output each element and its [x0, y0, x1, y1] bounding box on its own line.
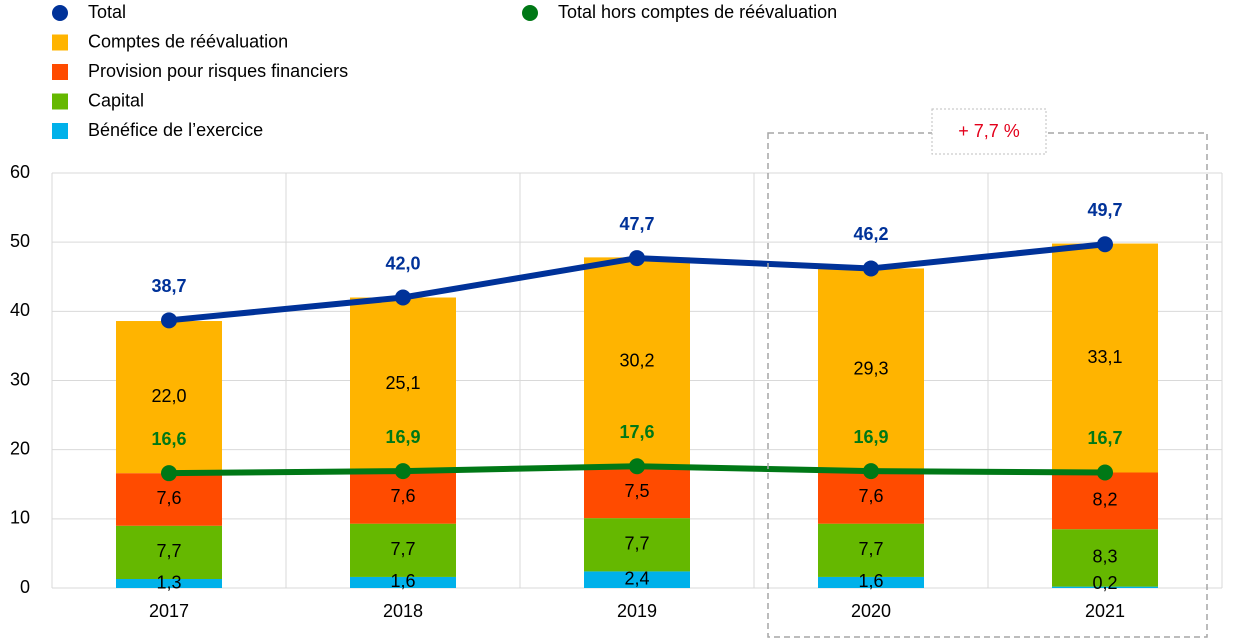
bar-value-label: 30,2 [619, 351, 654, 371]
legend-swatch [52, 64, 68, 80]
bar-value-label: 29,3 [853, 359, 888, 379]
y-tick-label: 10 [10, 508, 30, 528]
bar-segment [350, 576, 456, 588]
bar-value-label: 7,7 [390, 539, 415, 559]
y-tick-label: 0 [20, 577, 30, 597]
line-point [1097, 464, 1113, 481]
bar-value-label: 33,1 [1087, 347, 1122, 367]
bar-value-label: 7,5 [624, 481, 649, 501]
bar-value-label: 7,6 [156, 488, 181, 508]
line-value-label: 42,0 [385, 253, 420, 273]
legend-marker [522, 5, 538, 21]
x-tick-label: 2018 [383, 601, 423, 621]
bar-segment [1052, 243, 1158, 473]
legend-label: Provision pour risques financiers [88, 61, 348, 81]
bar-segment [116, 525, 222, 580]
bar-value-label: 22,0 [151, 386, 186, 406]
bar-segment [818, 523, 924, 577]
bar-segment [584, 518, 690, 572]
bar-value-label: 7,7 [156, 541, 181, 561]
line-point [1097, 236, 1113, 253]
bar-segment [350, 523, 456, 577]
line-point [863, 260, 879, 277]
legend-label: Bénéfice de l’exercice [88, 120, 263, 140]
bar-segment [584, 571, 690, 588]
legend-label: Total hors comptes de réévaluation [558, 2, 837, 22]
legend-marker [52, 5, 68, 21]
line-point [629, 458, 645, 475]
line-point [161, 465, 177, 482]
highlight-box [767, 132, 1208, 638]
x-tick-label: 2020 [851, 601, 891, 621]
y-tick-label: 20 [10, 438, 30, 458]
line-value-label: 16,7 [1087, 428, 1122, 448]
bar-segment [116, 321, 222, 474]
bar-value-label: 0,2 [1092, 573, 1117, 593]
bars [116, 243, 1158, 588]
y-tick-label: 50 [10, 231, 30, 251]
legend-label: Total [88, 2, 126, 22]
bar-segment [350, 471, 456, 524]
bar-value-label: 25,1 [385, 373, 420, 393]
bar-value-label: 8,2 [1092, 490, 1117, 510]
x-tick-label: 2017 [149, 601, 189, 621]
annotation: + 7,7 % [958, 121, 1020, 141]
line-point [863, 463, 879, 480]
bar-segment [584, 466, 690, 519]
bar-value-label: 1,6 [858, 571, 883, 591]
bar-value-label: 1,6 [390, 571, 415, 591]
y-tick-label: 60 [10, 162, 30, 182]
lines [161, 236, 1113, 482]
legend: Total Comptes de réévaluation Provision po… [52, 2, 837, 140]
line-value-label: 38,7 [151, 276, 186, 296]
labels: 0 10 20 30 40 50 60 2017 2018 2019 2020 2021 1,3 7,7 7… [10, 162, 1125, 621]
bar-segment [1052, 472, 1158, 530]
line-point [161, 312, 177, 329]
bar-segment [818, 576, 924, 588]
legend-swatch [52, 123, 68, 139]
y-tick-label: 40 [10, 300, 30, 320]
legend-label: Comptes de réévaluation [88, 31, 288, 51]
bar-segment [584, 257, 690, 467]
line-value-label: 16,9 [385, 427, 420, 447]
line-value-label: 17,6 [619, 422, 654, 442]
y-tick-label: 30 [10, 369, 30, 389]
line-value-label: 49,7 [1087, 200, 1122, 220]
bar-segment [116, 579, 222, 588]
bar-value-label: 8,3 [1092, 547, 1117, 567]
bar-segment [818, 471, 924, 524]
legend-swatch [52, 34, 68, 51]
bar-value-label: 2,4 [624, 568, 649, 588]
bar-value-label: 7,7 [858, 539, 883, 559]
bar-segment [116, 473, 222, 526]
line-point [395, 289, 411, 306]
x-tick-label: 2019 [617, 601, 657, 621]
line-point [395, 463, 411, 480]
line-value-label: 16,9 [853, 427, 888, 447]
bar-segment [350, 297, 456, 472]
x-tick-label: 2021 [1085, 601, 1125, 621]
bar-segment [1052, 529, 1158, 587]
legend-label: Capital [88, 90, 144, 110]
line-value-label: 16,6 [151, 429, 186, 449]
bar-value-label: 7,6 [858, 486, 883, 506]
bar-value-label: 1,3 [156, 572, 181, 592]
line-point [629, 250, 645, 267]
line-value-label: 47,7 [619, 214, 654, 234]
bar-segment [818, 268, 924, 472]
bar-value-label: 7,7 [624, 534, 649, 554]
legend-swatch [52, 93, 68, 110]
bar-segment [1052, 586, 1158, 588]
bar-value-label: 7,6 [390, 486, 415, 506]
line-value-label: 46,2 [853, 224, 888, 244]
annotation-box [931, 108, 1047, 155]
